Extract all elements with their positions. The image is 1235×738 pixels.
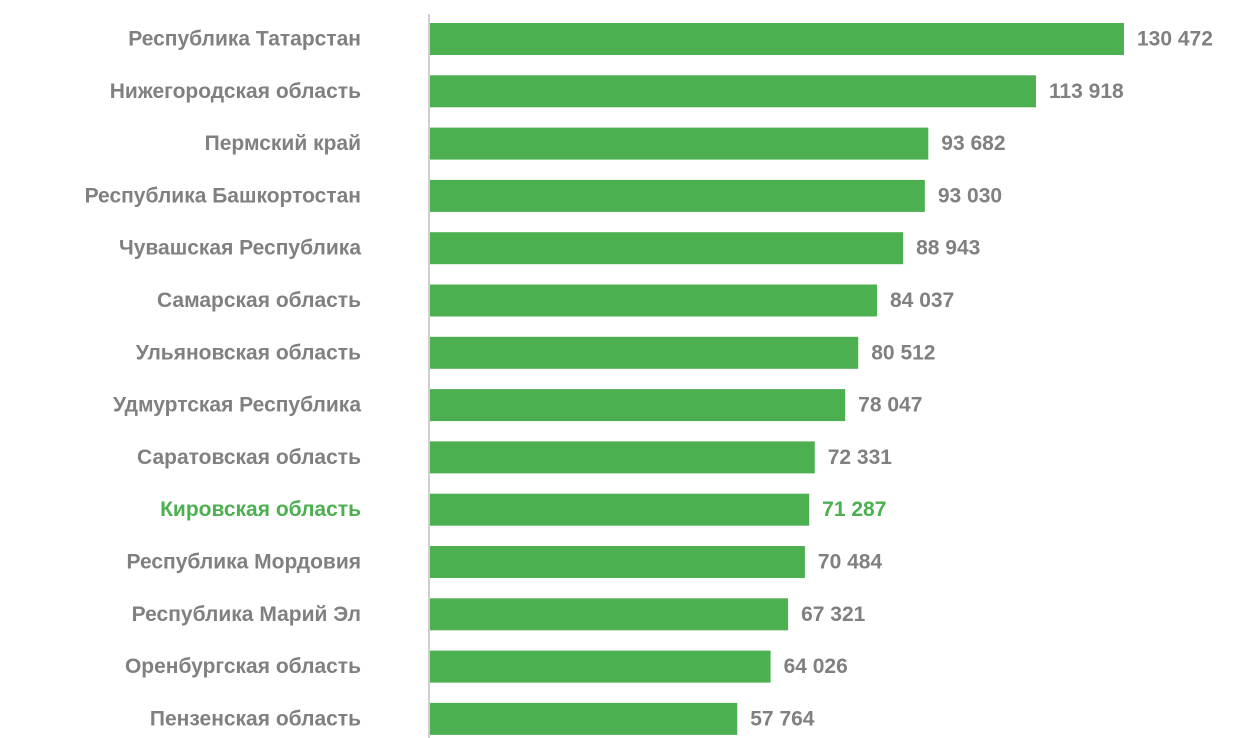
category-labels-group: Республика Татарстан Нижегородская област… — [85, 28, 362, 731]
category-label: Республика Башкортостан — [85, 184, 361, 207]
data-label: 70 484 — [818, 551, 883, 574]
data-label: 93 030 — [938, 184, 1002, 207]
category-label: Республика Татарстан — [128, 28, 361, 51]
bar — [430, 546, 805, 578]
category-label: Пензенская область — [150, 707, 361, 730]
data-label: 64 026 — [784, 655, 848, 678]
category-label: Ульяновская область — [136, 341, 361, 364]
data-label: 78 047 — [858, 394, 922, 417]
bar — [430, 284, 878, 317]
data-label: 80 512 — [871, 341, 935, 364]
bar — [430, 75, 1036, 108]
bar — [430, 336, 859, 369]
bar — [430, 389, 846, 422]
category-label: Нижегородская область — [110, 80, 361, 103]
bar — [430, 650, 771, 683]
category-label: Удмуртская Республика — [113, 394, 361, 417]
bar — [430, 702, 738, 735]
category-label: Пермский край — [205, 132, 361, 155]
category-label: Кировская область — [160, 498, 361, 521]
data-label: 72 331 — [828, 446, 893, 469]
category-label: Самарская область — [157, 289, 361, 312]
data-label: 67 321 — [801, 603, 866, 626]
data-label: 88 943 — [916, 237, 980, 260]
category-label: Оренбургская область — [125, 655, 361, 678]
category-label: Саратовская область — [137, 446, 361, 469]
data-label: 130 472 — [1137, 28, 1213, 51]
bar — [430, 598, 789, 631]
data-label: 84 037 — [890, 289, 954, 312]
data-label: 93 682 — [941, 132, 1005, 155]
data-label: 71 287 — [822, 498, 886, 521]
category-label: Республика Марий Эл — [132, 603, 361, 626]
bar — [430, 232, 904, 265]
bars-group — [430, 23, 1124, 735]
data-label: 57 764 — [750, 707, 815, 730]
bar — [430, 179, 925, 212]
value-labels-group: 130 472 113 918 93 682 93 030 88 943 84 037 80… — [750, 28, 1213, 731]
bar — [430, 23, 1124, 55]
bar — [430, 493, 810, 526]
data-label: 113 918 — [1049, 80, 1124, 103]
bar — [430, 441, 815, 474]
bar — [430, 127, 929, 160]
category-label: Республика Мордовия — [126, 551, 361, 574]
category-label: Чувашская Республика — [119, 237, 361, 260]
